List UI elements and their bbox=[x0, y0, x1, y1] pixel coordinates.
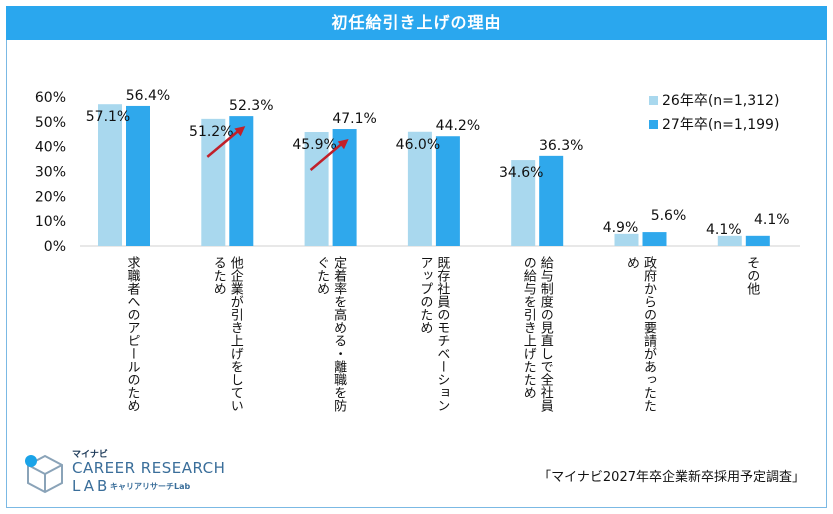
logo-brand: マイナビ bbox=[72, 450, 108, 460]
increase-arrow-icon-1 bbox=[234, 126, 246, 137]
bar-26-cat3 bbox=[304, 132, 329, 246]
bar-27-cat7 bbox=[745, 235, 770, 246]
bar-27-cat4 bbox=[435, 136, 460, 246]
data-label-26-cat1: 57.1% bbox=[86, 109, 130, 125]
y-tick-label: 30% bbox=[35, 165, 66, 181]
cube-logo-icon bbox=[25, 454, 63, 494]
bar-27-cat1 bbox=[126, 105, 150, 246]
bar-26-cat2 bbox=[201, 118, 226, 246]
legend-label-27: 27年卒(n=1,199) bbox=[662, 117, 779, 133]
bar-26-cat7 bbox=[717, 235, 742, 246]
increase-arrow-icon-2 bbox=[337, 139, 349, 150]
data-label-27-cat2: 52.3% bbox=[229, 98, 273, 114]
category-label-2-line1: 他企業が引き上げをしてい bbox=[228, 256, 244, 412]
chart-title: 初任給引き上げの理由 bbox=[331, 13, 502, 32]
data-label-27-cat1: 56.4% bbox=[126, 88, 170, 104]
data-label-27-cat7: 4.1% bbox=[754, 212, 790, 228]
category-label-7: その他 bbox=[744, 256, 760, 296]
category-label-6-line1: 政府からの要請があったた bbox=[641, 256, 657, 412]
bar-27-cat6 bbox=[642, 232, 667, 246]
data-label-27-cat6: 5.6% bbox=[651, 208, 687, 224]
bar-26-cat4 bbox=[407, 131, 432, 246]
y-tick-label: 50% bbox=[35, 115, 66, 131]
bar-26-cat1 bbox=[98, 104, 122, 247]
legend-swatch-27 bbox=[649, 120, 658, 129]
data-label-26-cat3: 45.9% bbox=[292, 137, 336, 153]
data-label-26-cat5: 34.6% bbox=[499, 165, 543, 181]
category-label-5-line1: 給与制度の見直しで全社員 bbox=[538, 256, 554, 412]
increase-arrow-line-2 bbox=[309, 142, 344, 171]
legend-label-26: 26年卒(n=1,312) bbox=[662, 93, 779, 109]
data-label-27-cat5: 36.3% bbox=[539, 138, 583, 154]
bar-27-cat2 bbox=[229, 116, 254, 246]
category-label-3-line2: ぐため bbox=[314, 256, 329, 295]
data-label-26-cat6: 4.9% bbox=[603, 220, 639, 236]
title-bar: 初任給引き上げの理由 bbox=[6, 6, 827, 40]
data-label-26-cat7: 4.1% bbox=[706, 222, 742, 238]
y-tick-label: 40% bbox=[35, 140, 66, 156]
logo-subtitle: キャリアリサーチLab bbox=[110, 482, 191, 491]
category-label-4-line2: アップのため bbox=[417, 256, 432, 334]
y-tick-label: 20% bbox=[35, 189, 66, 205]
bar-27-cat5 bbox=[539, 155, 564, 246]
category-label-3-line1: 定着率を高める・離職を防 bbox=[331, 256, 347, 412]
y-tick-label: 0% bbox=[44, 239, 66, 255]
career-research-lab-logo: マイナビ CAREER RESEARCH LAB キャリアリサーチLab bbox=[22, 450, 226, 500]
category-label-5-line2: の給与を引き上げたため bbox=[521, 256, 537, 399]
category-label-1: 求職者へのアピールのため bbox=[125, 256, 141, 412]
logo-title: CAREER RESEARCH bbox=[72, 459, 226, 477]
bar-26-cat6 bbox=[614, 233, 639, 246]
data-label-27-cat4: 44.2% bbox=[436, 118, 480, 134]
source-note: 「マイナビ2027年卒企業新卒採用予定調査」 bbox=[538, 470, 805, 485]
category-label-2-line2: るため bbox=[211, 256, 226, 295]
bar-26-cat5 bbox=[511, 160, 536, 246]
y-tick-label: 10% bbox=[35, 214, 66, 230]
category-label-6-line2: め bbox=[624, 256, 639, 269]
category-label-4-line1: 既存社員のモチベーション bbox=[434, 256, 450, 412]
logo-lab: LAB bbox=[72, 477, 111, 495]
data-label-26-cat2: 51.2% bbox=[189, 124, 233, 140]
legend-swatch-26 bbox=[649, 96, 658, 105]
data-label-26-cat4: 46.0% bbox=[396, 137, 440, 153]
y-tick-label: 60% bbox=[35, 90, 66, 106]
data-label-27-cat3: 47.1% bbox=[332, 111, 376, 127]
increase-arrow-line-1 bbox=[206, 129, 241, 158]
